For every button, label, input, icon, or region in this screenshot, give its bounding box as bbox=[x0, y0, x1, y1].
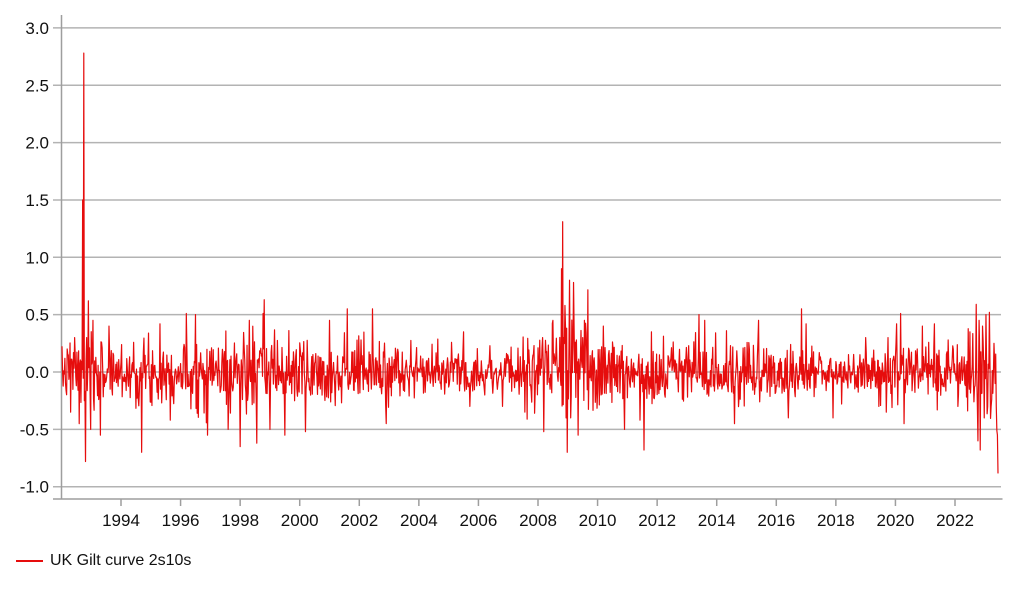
y-axis-tick-label: 2.5 bbox=[25, 76, 49, 95]
x-axis-tick-label: 2000 bbox=[281, 511, 319, 530]
x-axis-tick-label: 2010 bbox=[579, 511, 617, 530]
x-axis-tick-label: 2008 bbox=[519, 511, 557, 530]
x-axis-tick-label: 2016 bbox=[757, 511, 795, 530]
x-axis-tick-label: 2020 bbox=[877, 511, 915, 530]
x-axis-tick-label: 1998 bbox=[221, 511, 259, 530]
x-axis-tick-label: 1994 bbox=[102, 511, 140, 530]
y-axis-tick-label: 2.0 bbox=[25, 134, 49, 153]
x-axis-tick-label: 2006 bbox=[460, 511, 498, 530]
x-axis-tick-label: 2018 bbox=[817, 511, 855, 530]
y-axis-tick-label: 1.5 bbox=[25, 191, 49, 210]
x-axis-tick-label: 2004 bbox=[400, 511, 438, 530]
y-axis-tick-label: -1.0 bbox=[20, 478, 49, 497]
x-axis-tick-label: 1996 bbox=[162, 511, 200, 530]
x-axis-tick-label: 2022 bbox=[936, 511, 974, 530]
x-axis-tick-label: 2002 bbox=[340, 511, 378, 530]
series-line bbox=[61, 52, 999, 474]
y-axis-tick-label: 3.0 bbox=[25, 19, 49, 38]
legend-label: UK Gilt curve 2s10s bbox=[50, 552, 192, 569]
y-axis-tick-label: 1.0 bbox=[25, 248, 49, 267]
y-axis-tick-label: 0.0 bbox=[25, 363, 49, 382]
legend: UK Gilt curve 2s10s bbox=[16, 551, 191, 571]
x-axis-tick-label: 2014 bbox=[698, 511, 736, 530]
legend-line-icon bbox=[16, 560, 43, 562]
y-axis-tick-label: 0.5 bbox=[25, 306, 49, 325]
x-axis-tick-label: 2012 bbox=[638, 511, 676, 530]
y-axis-tick-label: -0.5 bbox=[20, 420, 49, 439]
